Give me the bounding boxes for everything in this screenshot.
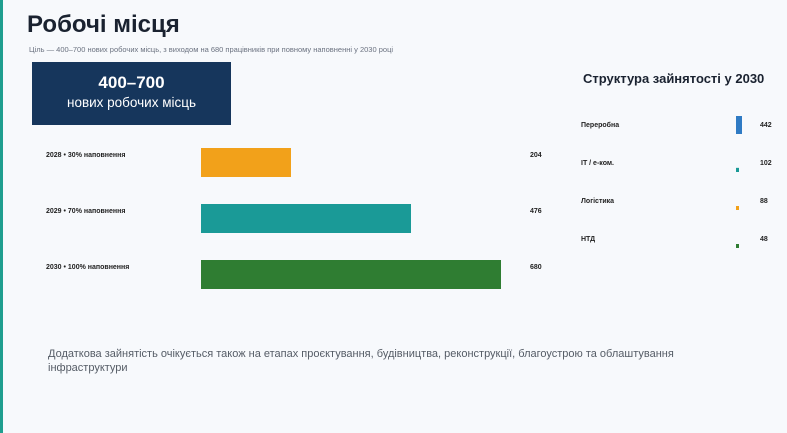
sector-value-label: 48 (760, 236, 768, 243)
employment-bar (201, 204, 411, 233)
employment-bar (201, 148, 291, 177)
bar-value-label: 476 (530, 208, 542, 215)
footnote: Додаткова зайнятість очікується також на… (48, 348, 674, 374)
page-title: Робочі місця (27, 11, 180, 38)
sector-bar (736, 167, 739, 172)
employment-bar (201, 260, 501, 289)
sector-chart-title: Структура зайнятості у 2030 (583, 71, 765, 86)
bar-value-label: 204 (530, 152, 542, 159)
bar-value-label: 680 (530, 264, 542, 271)
bar-category-label: 2030 • 100% наповнення (46, 264, 129, 271)
sector-label: Логістика (581, 197, 614, 205)
sector-bar (736, 116, 742, 134)
sector-bar (736, 206, 739, 210)
left-accent-line (0, 0, 3, 433)
bar-category-label: 2029 • 70% наповнення (46, 208, 125, 215)
sector-label: НТД (581, 236, 595, 243)
sector-value-label: 88 (760, 198, 768, 205)
sector-value-label: 442 (760, 122, 772, 129)
sector-value-label: 102 (760, 160, 772, 167)
sector-label: IT / е-ком. (581, 160, 614, 167)
kpi-caption: нових робочих місць (66, 95, 196, 110)
bar-category-label: 2028 • 30% наповнення (46, 152, 125, 159)
page-subtitle: Ціль — 400–700 нових робочих місць, з ви… (29, 45, 394, 54)
kpi-card: 400–700 нових робочих місць (32, 62, 231, 125)
sector-label: Переробна (581, 121, 619, 129)
sector-bar (736, 244, 739, 248)
kpi-value: 400–700 (98, 73, 165, 92)
